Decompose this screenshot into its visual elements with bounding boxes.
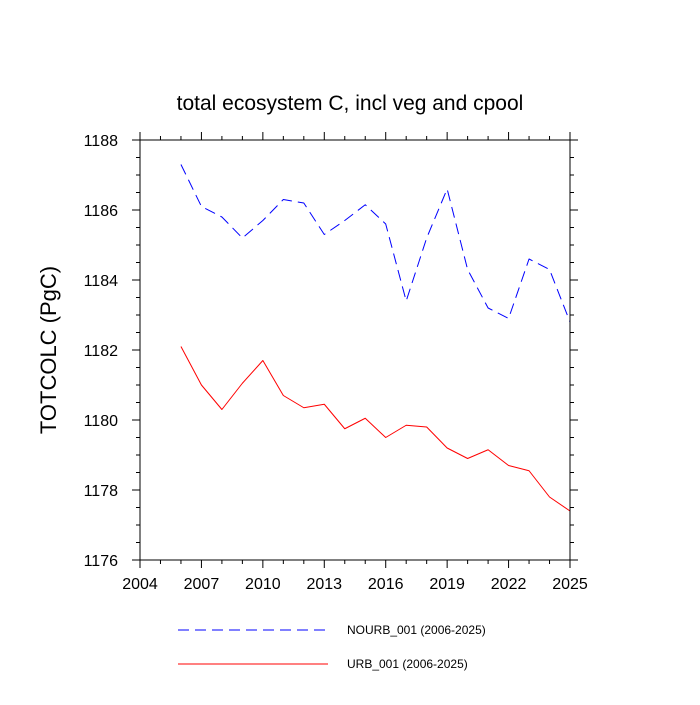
legend-label-nourb: NOURB_001 (2006-2025) (347, 623, 486, 637)
x-tick-label: 2004 (122, 576, 158, 593)
y-tick-label: 1186 (84, 203, 119, 220)
y-tick-label: 1188 (84, 133, 119, 150)
x-tick-label: 2013 (306, 576, 342, 593)
y-axis-label: TOTCOLC (PgC) (36, 266, 61, 434)
x-tick-label: 2016 (368, 576, 404, 593)
series-line-1 (180, 346, 571, 512)
x-tick-label: 2007 (184, 576, 220, 593)
y-tick-label: 1182 (84, 343, 119, 360)
x-tick-label: 2022 (491, 576, 527, 593)
y-tick-label: 1176 (84, 553, 119, 570)
legend-label-urb: URB_001 (2006-2025) (347, 657, 468, 671)
x-tick-label: 2025 (552, 576, 588, 593)
x-tick-label: 2019 (429, 576, 465, 593)
plot-frame (139, 139, 571, 561)
axes: 2004 2007 2010 2013 2016 2019 2022 2025 1176 1178… (84, 132, 588, 593)
y-tick-label: 1178 (84, 483, 119, 500)
y-tick-label: 1184 (84, 273, 119, 290)
chart-title: total ecosystem C, incl veg and cpool (177, 92, 524, 115)
plot-area (180, 164, 571, 512)
y-tick-label: 1180 (84, 413, 119, 430)
series-line-0 (180, 164, 571, 323)
x-tick-label: 2010 (245, 576, 281, 593)
legend: NOURB_001 (2006-2025) URB_001 (2006-2025… (178, 623, 486, 671)
